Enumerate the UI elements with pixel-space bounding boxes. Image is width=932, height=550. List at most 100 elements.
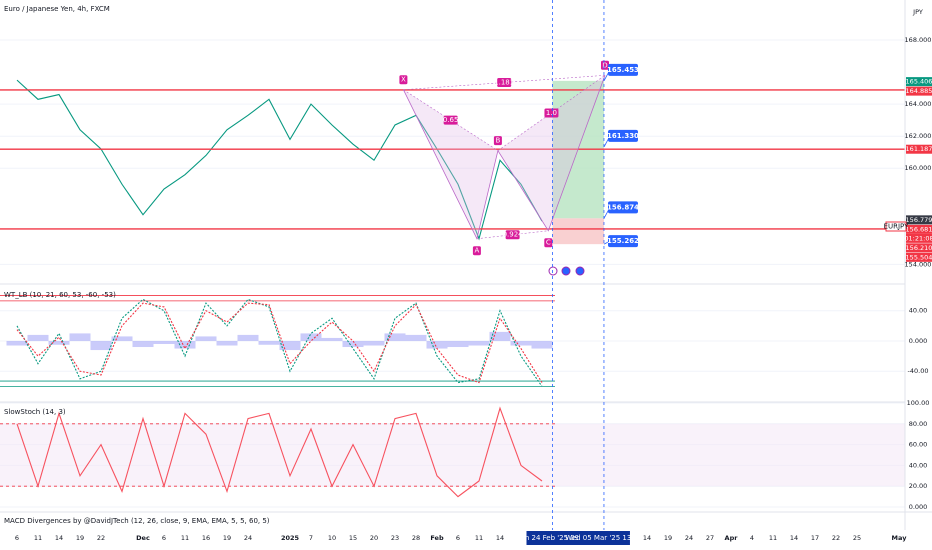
- callout-label: 156.874: [607, 203, 639, 211]
- callout-box: [608, 63, 638, 76]
- area-bar: [300, 333, 322, 341]
- axis-tag: [906, 86, 932, 96]
- area-bar: [468, 340, 490, 346]
- axis-tag-label: 156.779: [906, 216, 932, 224]
- axis-tag-label: 164.885: [906, 87, 932, 95]
- symbol-title: Euro / Japanese Yen, 4h, FXCM: [4, 5, 110, 13]
- pattern-point-box: [544, 238, 553, 248]
- area-bar: [48, 340, 70, 345]
- wt-title: WT_LB (10, 21, 60, 53, -60, -53): [4, 291, 116, 299]
- area-bar: [447, 340, 469, 348]
- x-tick-label: 14: [790, 534, 798, 542]
- x-tick-label: 24: [685, 534, 693, 542]
- area-bar: [195, 336, 217, 341]
- symbol-tag: [885, 221, 907, 232]
- icon[interactable]: [548, 266, 558, 276]
- y-tick-label: 0.000: [909, 503, 928, 511]
- area-bar: [90, 340, 112, 351]
- y-tick-label: 168.000: [905, 36, 932, 44]
- callout-label: 155.262: [607, 237, 639, 245]
- callout-box: [608, 235, 638, 248]
- x-tick-label: Apr: [725, 534, 739, 542]
- area-bar: [27, 334, 49, 341]
- series-line: [16, 298, 543, 387]
- crosshair-label: Wed 05 Mar '25 13:00: [565, 534, 642, 542]
- area-bar: [258, 340, 280, 345]
- x-tick-label: Feb: [430, 534, 444, 542]
- x-tick-label: 2025: [281, 534, 300, 542]
- ratio-label: 0.65: [443, 116, 459, 124]
- area-bar: [489, 331, 511, 341]
- x-tick-label: May: [892, 534, 908, 542]
- y-tick-label: -40.00: [908, 367, 929, 375]
- area-bar: [132, 340, 154, 348]
- pattern-fill: [403, 89, 498, 239]
- x-tick-label: 15: [349, 534, 357, 542]
- pattern-point-box: [472, 246, 481, 256]
- area-bar: [174, 340, 196, 349]
- x-tick-label: 24: [244, 534, 252, 542]
- axis-tag-label: 155.504: [906, 253, 932, 261]
- ratio-label: 0.924: [503, 231, 524, 239]
- icon[interactable]: [575, 266, 585, 276]
- y-tick-label: 0.000: [909, 337, 928, 345]
- x-tick-label: 6: [456, 534, 460, 542]
- x-tick-label: 6: [15, 534, 19, 542]
- countdown-box: [906, 233, 932, 243]
- area-bar: [6, 340, 28, 346]
- symbol-tag-label: EURJPY: [884, 223, 910, 231]
- pattern-point-label: A: [475, 247, 480, 255]
- x-tick-label: 16: [202, 534, 210, 542]
- area-bar: [237, 334, 259, 341]
- x-tick-label: 14: [496, 534, 504, 542]
- icon[interactable]: [561, 266, 571, 276]
- x-tick-label: 17: [811, 534, 819, 542]
- x-tick-label: 4: [750, 534, 754, 542]
- area-bar: [405, 334, 427, 341]
- pattern-point-box: [399, 75, 408, 85]
- pattern-point-label: D: [602, 61, 607, 69]
- ratio-box: [497, 78, 512, 88]
- area-bar: [426, 340, 448, 349]
- ratio-label: 1.0: [546, 109, 557, 117]
- x-tick-label: 11: [181, 534, 189, 542]
- x-tick-label: 23: [391, 534, 399, 542]
- pattern-point-label: B: [495, 137, 500, 145]
- axis-tag-label: 165.406: [906, 78, 932, 86]
- loss-zone: [552, 218, 604, 245]
- area-bar: [279, 340, 301, 351]
- x-tick-label: 22: [97, 534, 105, 542]
- x-tick-label: 11: [475, 534, 483, 542]
- area-bar: [531, 340, 553, 349]
- crosshair-box: [526, 531, 579, 545]
- x-tick-label: 20: [370, 534, 378, 542]
- series-line: [16, 302, 543, 384]
- callout-box: [608, 129, 638, 142]
- axis-tag: [906, 144, 932, 154]
- axis-tag: [906, 252, 932, 262]
- y-tick-label: 154.000: [905, 260, 932, 268]
- ratio-box: [544, 108, 559, 118]
- x-tick-label: 25: [853, 534, 861, 542]
- macd-title: MACD Divergences by @DavidJTech (12, 26,…: [4, 517, 270, 525]
- area-bar: [216, 340, 238, 346]
- x-tick-label: 22: [832, 534, 840, 542]
- pattern-point-box: [601, 60, 609, 70]
- crosshair-label: Mon 24 Feb '25 09:00: [515, 534, 591, 542]
- x-tick-label: 14: [643, 534, 651, 542]
- area-bar: [363, 340, 385, 346]
- y-tick-label: 164.000: [905, 100, 932, 108]
- stoch-title: SlowStoch (14, 3): [4, 408, 66, 416]
- axis-tag: [906, 77, 932, 87]
- area-bar: [510, 340, 532, 346]
- area-bar: [321, 337, 343, 341]
- x-tick-label: 19: [664, 534, 672, 542]
- axis-tag-label: 156.681: [906, 225, 932, 233]
- y-tick-label: 162.000: [905, 132, 932, 140]
- area-bar: [153, 340, 175, 344]
- area-bar: [111, 336, 133, 341]
- x-tick-label: 14: [55, 534, 63, 542]
- callout-label: 165.453: [607, 66, 639, 74]
- area-bar: [342, 340, 364, 348]
